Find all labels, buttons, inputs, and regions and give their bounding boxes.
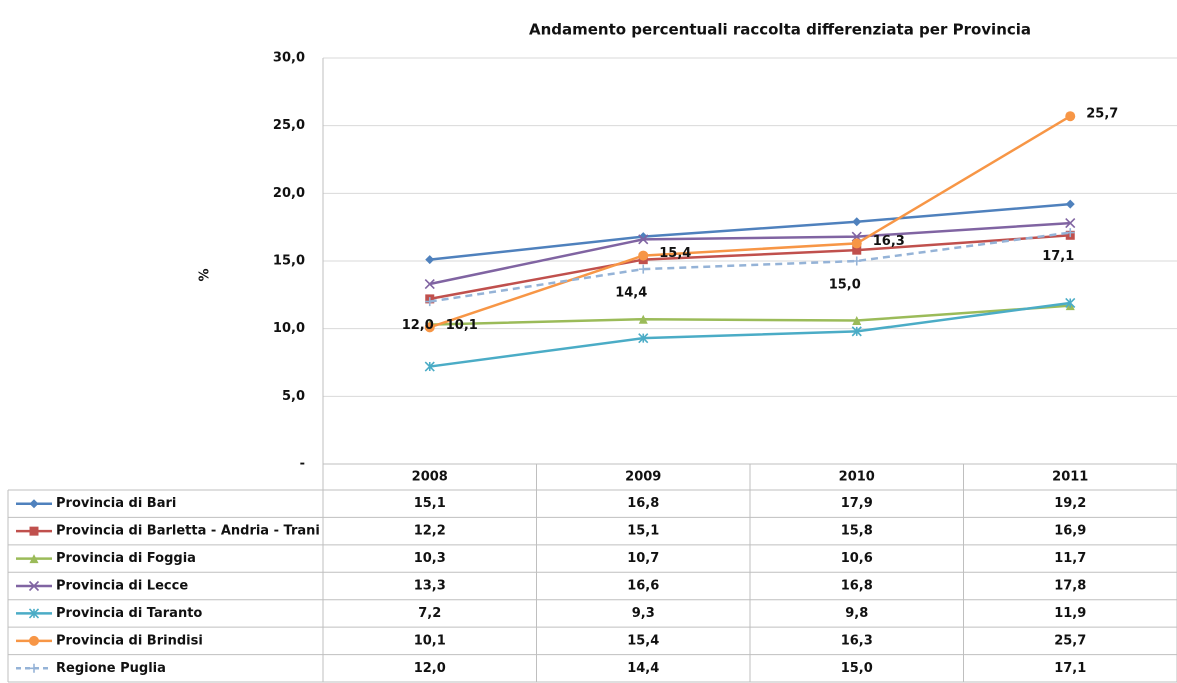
- marker: [1065, 297, 1076, 309]
- table-cell: 13,3: [414, 579, 446, 594]
- legend-label: Provincia di Barletta - Andria - Trani: [56, 524, 320, 539]
- legend-label: Provincia di Foggia: [56, 551, 196, 566]
- table-cell: 12,0: [414, 661, 446, 676]
- legend-label: Provincia di Brindisi: [56, 633, 203, 648]
- marker: [29, 663, 39, 673]
- table-cell: 7,2: [418, 606, 441, 621]
- series: [425, 228, 1075, 307]
- table-cell: 10,7: [627, 551, 659, 566]
- line: [429, 301, 1071, 368]
- marker: [29, 635, 39, 646]
- x-tick-label: 2008: [412, 470, 448, 485]
- table-cell: 16,9: [1054, 524, 1086, 539]
- y-tick-label: 20,0: [273, 186, 305, 201]
- marker: [425, 255, 435, 265]
- line: [429, 202, 1071, 261]
- table-cell: 10,6: [841, 551, 873, 566]
- marker: [29, 554, 39, 564]
- table-cell: 16,8: [627, 496, 659, 511]
- marker: [424, 322, 435, 333]
- table-cell: 25,7: [1054, 633, 1086, 648]
- table-cell: 17,1: [1054, 661, 1086, 676]
- table-cell: 15,8: [841, 524, 873, 539]
- legend-label: Regione Puglia: [56, 661, 166, 676]
- table-cell: 16,6: [627, 579, 659, 594]
- table-cell: 17,8: [1054, 579, 1086, 594]
- table-cell: 17,9: [841, 496, 873, 511]
- table-cell: 15,0: [841, 661, 873, 676]
- x-tick-label: 2010: [839, 470, 875, 485]
- marker: [638, 250, 649, 261]
- marker: [851, 238, 862, 249]
- series: [424, 297, 1076, 372]
- legend-label: Provincia di Bari: [56, 496, 176, 511]
- data-label: 15,0: [829, 278, 861, 293]
- marker: [424, 361, 435, 372]
- line: [429, 304, 1071, 326]
- marker: [638, 333, 649, 344]
- table-cell: 14,4: [627, 661, 659, 676]
- data-label: 12,0: [402, 318, 434, 333]
- marker: [29, 526, 39, 536]
- table-cell: 9,8: [845, 606, 868, 621]
- table-cell: 15,1: [627, 524, 659, 539]
- table-cell: 15,4: [627, 633, 659, 648]
- series: [424, 111, 1076, 333]
- table-cell: 11,9: [1054, 606, 1086, 621]
- marker: [1065, 228, 1075, 238]
- y-tick-label: 30,0: [273, 51, 305, 66]
- y-axis-label: %: [198, 268, 213, 281]
- table-cell: 9,3: [632, 606, 655, 621]
- table-cell: 16,3: [841, 633, 873, 648]
- marker: [29, 499, 39, 509]
- data-label: 17,1: [1042, 249, 1074, 264]
- data-label: 25,7: [1086, 107, 1118, 122]
- table-cell: 10,1: [414, 633, 446, 648]
- chart-title: Andamento percentuali raccolta differenz…: [529, 21, 1031, 39]
- marker: [852, 256, 862, 266]
- table-cell: 19,2: [1054, 496, 1086, 511]
- y-tick-label: -: [300, 457, 305, 472]
- table-cell: 10,3: [414, 551, 446, 566]
- y-tick-label: 5,0: [282, 389, 305, 404]
- marker: [638, 314, 648, 324]
- table-cell: 15,1: [414, 496, 446, 511]
- marker: [28, 608, 40, 619]
- y-tick-label: 25,0: [273, 118, 305, 133]
- data-label: 16,3: [873, 234, 905, 249]
- series: [425, 230, 1075, 304]
- marker: [851, 326, 862, 337]
- marker: [28, 580, 40, 592]
- legend-label: Provincia di Taranto: [56, 606, 202, 621]
- marker: [638, 234, 649, 245]
- marker: [852, 316, 862, 326]
- y-tick-label: 15,0: [273, 254, 305, 269]
- data-label: 15,4: [659, 246, 691, 261]
- marker: [1065, 111, 1076, 122]
- marker: [638, 264, 648, 274]
- marker: [852, 245, 862, 255]
- data-label: 14,4: [615, 286, 647, 301]
- marker: [852, 217, 862, 227]
- marker: [1065, 199, 1075, 209]
- table-cell: 12,2: [414, 524, 446, 539]
- x-tick-label: 2011: [1052, 470, 1088, 485]
- data-label: 10,1: [446, 318, 478, 333]
- marker: [424, 278, 435, 290]
- legend-label: Provincia di Lecce: [56, 579, 188, 594]
- marker: [1065, 218, 1076, 229]
- x-tick-label: 2009: [625, 470, 661, 485]
- line: [429, 221, 1071, 286]
- line: [429, 115, 1071, 329]
- table-cell: 16,8: [841, 579, 873, 594]
- y-tick-label: 10,0: [273, 321, 305, 336]
- line: [429, 234, 1071, 301]
- marker: [425, 297, 435, 307]
- table-cell: 11,7: [1054, 551, 1086, 566]
